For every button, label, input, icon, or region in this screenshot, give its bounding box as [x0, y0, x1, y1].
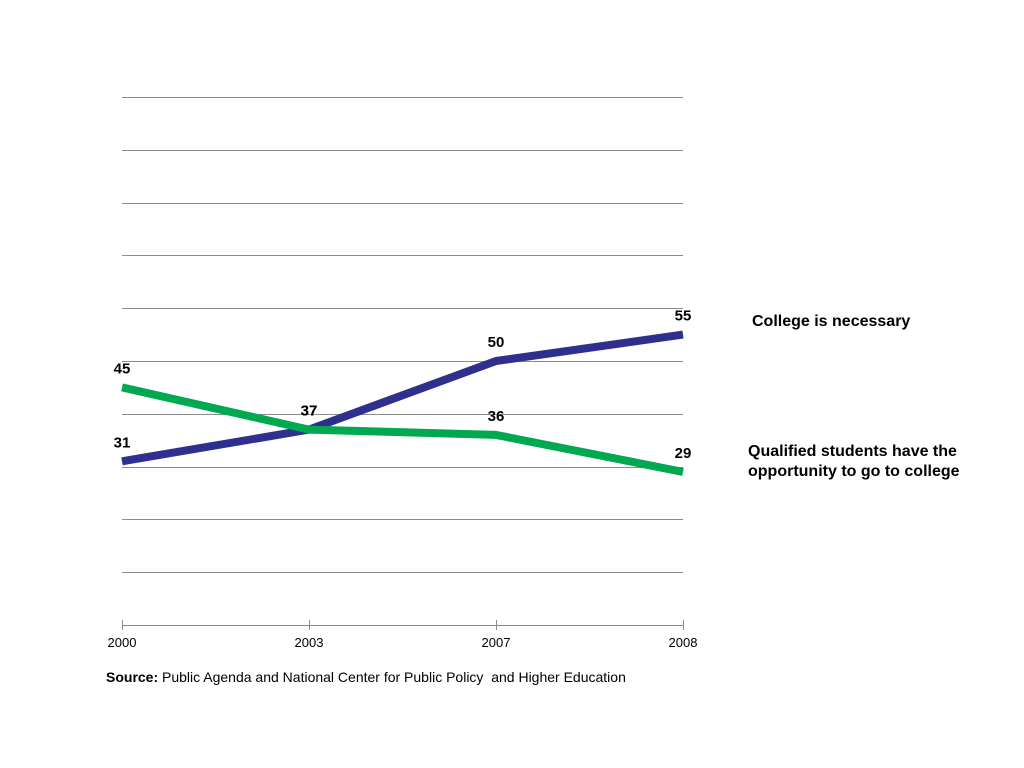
- line-chart: 2000 2003 2007 2008 313750554537 3629: [0, 0, 1024, 768]
- data-label: 45: [114, 360, 131, 377]
- series-label-qualified-students: Qualified students have the opportunity …: [748, 442, 988, 482]
- x-tick-label: 2003: [295, 635, 324, 650]
- series-label-college-necessary: College is necessary: [752, 312, 910, 332]
- x-tick-label: 2000: [108, 635, 137, 650]
- x-tick-label: 2008: [669, 635, 698, 650]
- x-tick-label: 2007: [482, 635, 511, 650]
- series-line-1: [122, 387, 683, 472]
- data-label: 50: [488, 334, 505, 351]
- gridlines: [122, 98, 683, 573]
- data-label: 31: [114, 434, 131, 451]
- data-label: 36: [488, 408, 505, 425]
- source-label: Source:: [106, 669, 158, 685]
- data-label: 55: [675, 308, 692, 325]
- series-line-0: [122, 335, 683, 462]
- data-label: 37: [301, 403, 318, 420]
- x-axis: 2000 2003 2007 2008: [108, 620, 698, 650]
- series-lines: [122, 335, 683, 472]
- source-text: Public Agenda and National Center for Pu…: [158, 669, 626, 685]
- source-note: Source: Public Agenda and National Cente…: [106, 669, 626, 685]
- data-label: 29: [675, 445, 692, 462]
